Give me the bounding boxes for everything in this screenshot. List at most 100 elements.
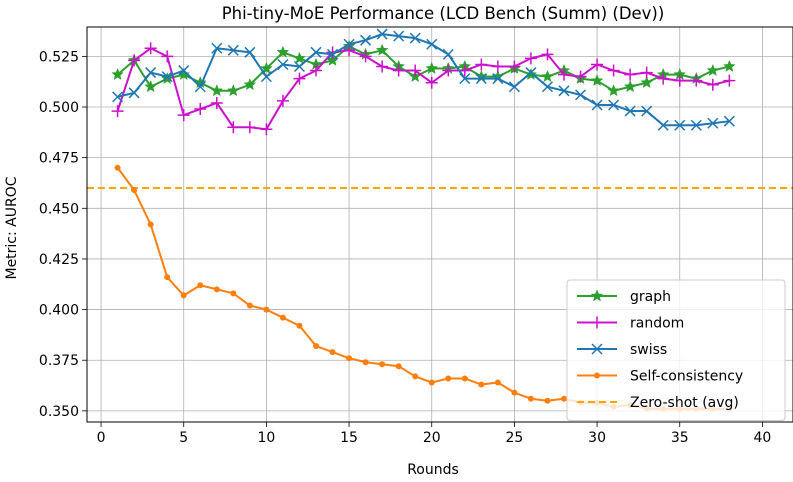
self-consistency-point	[544, 397, 551, 404]
random-point	[376, 60, 389, 73]
y-tick-label: 0.400	[39, 303, 79, 319]
random-point	[425, 76, 438, 89]
graph-point	[640, 76, 654, 89]
random-point	[640, 66, 653, 79]
graph-line	[116, 45, 730, 92]
self-consistency-point	[428, 379, 435, 386]
random-point	[673, 74, 686, 87]
series-graph	[111, 39, 736, 97]
swiss-point	[260, 71, 272, 83]
swiss-point	[343, 38, 355, 50]
random-point	[194, 103, 207, 116]
random-point	[475, 58, 488, 71]
swiss-point	[657, 119, 669, 131]
random-point	[458, 64, 471, 77]
y-tick-label: 0.375	[39, 353, 79, 369]
random-line	[116, 47, 730, 131]
swiss-point	[608, 99, 620, 111]
random-point	[293, 72, 306, 85]
axis-ticks: 0 5 10 15 20 25 30 35 40 0.350 0.375 0.400 0.425 0.45…	[39, 49, 771, 446]
swiss-point	[459, 73, 471, 85]
random-point	[260, 123, 273, 136]
swiss-point	[475, 73, 487, 85]
x-tick-label: 20	[423, 430, 441, 446]
random-point	[128, 54, 141, 67]
self-consistency-point	[561, 395, 568, 402]
random-point	[690, 74, 703, 87]
self-consistency-point	[230, 290, 237, 297]
random-point	[442, 64, 455, 77]
graph-point	[524, 67, 538, 81]
self-consistency-point	[445, 375, 452, 382]
swiss-point	[145, 67, 157, 79]
x-tick-label: 40	[753, 430, 771, 446]
self-consistency-point	[312, 343, 319, 350]
random-point	[276, 94, 289, 107]
y-tick-label: 0.525	[39, 49, 79, 65]
swiss-point	[674, 119, 686, 131]
self-consistency-point	[362, 359, 369, 366]
random-point	[210, 96, 223, 109]
y-axis-title: Metric: AUROC	[4, 176, 20, 279]
legend-box	[566, 279, 786, 421]
self-consistency-point	[180, 292, 187, 299]
self-consistency-point	[213, 286, 220, 293]
self-consistency-point	[147, 221, 154, 228]
swiss-point	[112, 91, 124, 103]
self-consistency-point	[246, 302, 253, 309]
graph-point	[111, 67, 124, 81]
self-consistency-point	[329, 349, 336, 356]
x-axis-title: Rounds	[407, 462, 459, 478]
legend-label: random	[630, 316, 684, 332]
graph-point	[160, 71, 174, 85]
graph-point	[425, 61, 439, 74]
swiss-point	[409, 32, 421, 44]
swiss-point	[442, 48, 454, 60]
self-consistency-point	[279, 314, 286, 321]
random-point	[491, 60, 504, 73]
swiss-point	[492, 73, 504, 85]
random-point	[144, 42, 157, 55]
y-tick-label: 0.350	[39, 404, 79, 420]
legend-label: Self-consistency	[630, 369, 743, 385]
x-tick-label: 0	[97, 430, 106, 446]
legend-label: swiss	[630, 342, 667, 358]
self-consistency-point	[197, 282, 204, 289]
graph-point	[706, 63, 720, 76]
swiss-point	[393, 30, 405, 42]
self-consistency-point	[164, 274, 171, 281]
swiss-point	[426, 38, 438, 50]
y-tick-label: 0.450	[39, 201, 79, 217]
graph-point	[607, 84, 620, 97]
swiss-point	[161, 71, 173, 83]
swiss-point	[641, 105, 653, 117]
random-point	[343, 44, 356, 57]
swiss-point	[194, 81, 206, 93]
swiss-point	[360, 34, 372, 46]
chart-title: Phi-tiny-MoE Performance (LCD Bench (Sum…	[222, 4, 665, 23]
series-swiss	[112, 28, 735, 131]
random-point	[243, 121, 256, 134]
random-point	[227, 121, 240, 134]
self-consistency-point	[395, 363, 402, 370]
grid-lines	[87, 27, 793, 422]
graph-point	[590, 73, 604, 87]
graph-point	[210, 84, 224, 97]
legend-entry-swiss: swiss	[577, 342, 667, 358]
legend-entry-graph: graph	[577, 289, 671, 305]
legend-swatch-marker	[590, 289, 604, 302]
swiss-point	[690, 119, 702, 131]
random-point	[574, 70, 587, 83]
x-tick-label: 30	[588, 430, 606, 446]
graph-point	[623, 80, 637, 93]
y-tick-label: 0.500	[39, 100, 79, 116]
self-consistency-point	[511, 389, 518, 396]
swiss-point	[558, 85, 570, 97]
graph-point	[243, 78, 257, 91]
self-consistency-point	[346, 355, 353, 362]
random-point	[558, 68, 571, 81]
swiss-point	[227, 44, 239, 56]
swiss-point	[591, 99, 603, 111]
self-consistency-point	[478, 381, 485, 388]
